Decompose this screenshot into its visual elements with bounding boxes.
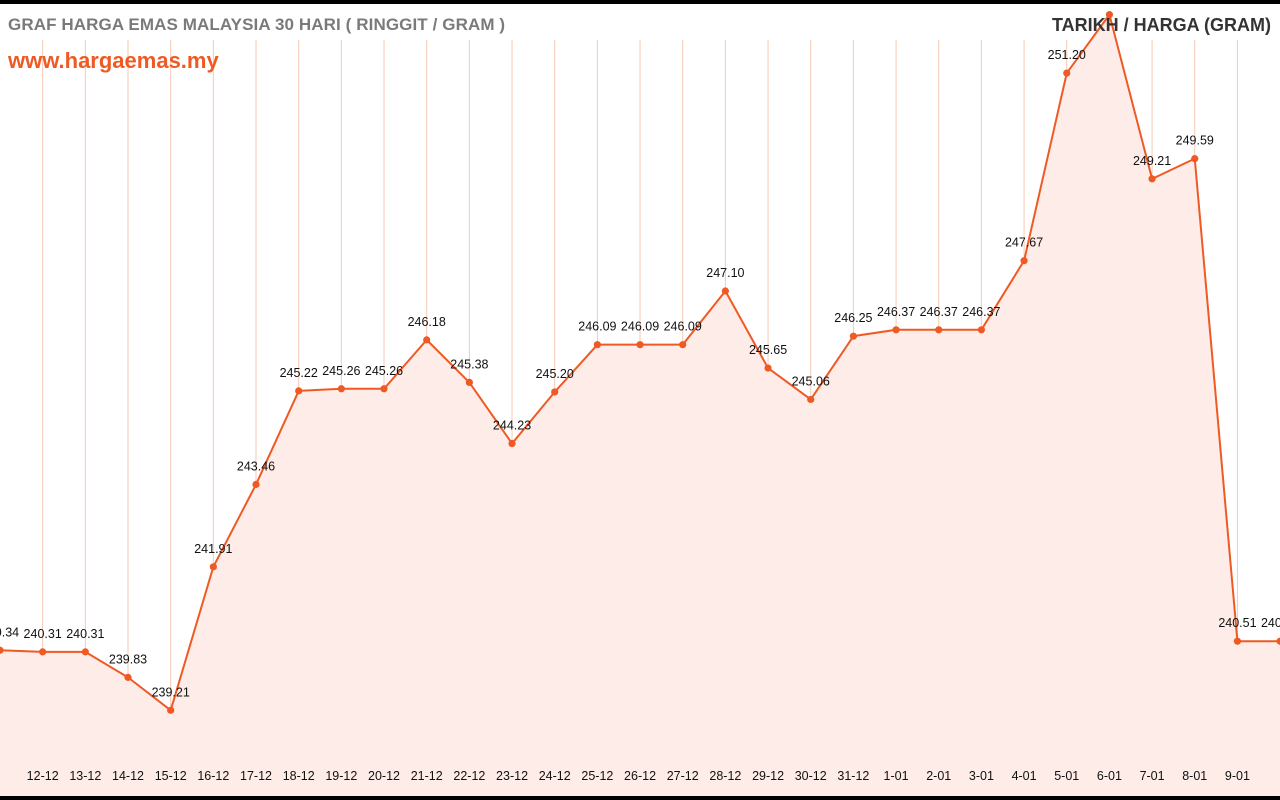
- x-tick-label-1-01: 1-01: [884, 769, 909, 783]
- x-tick-label-18-12: 18-12: [283, 769, 315, 783]
- data-point-9-01[interactable]: [1233, 637, 1242, 645]
- data-point-5-01[interactable]: [1063, 69, 1071, 77]
- data-point-28-12[interactable]: [721, 287, 729, 295]
- value-label-28-12: 247.10: [706, 266, 744, 280]
- value-label-22-12: 245.38: [450, 357, 488, 371]
- value-label-13-12: 240.31: [66, 627, 104, 641]
- data-point-26-12[interactable]: [636, 341, 644, 349]
- data-point-29-12[interactable]: [764, 364, 772, 372]
- data-point-21-12[interactable]: [423, 336, 431, 344]
- x-tick-label-21-12: 21-12: [411, 769, 443, 783]
- data-point-23-12[interactable]: [508, 439, 516, 448]
- x-tick-label-23-12: 23-12: [496, 769, 528, 783]
- data-point-6-01[interactable]: [1105, 11, 1114, 19]
- value-label-14-12: 239.83: [109, 652, 147, 666]
- value-label-1-01: 246.37: [877, 305, 915, 319]
- x-tick-label-14-12: 14-12: [112, 769, 144, 783]
- x-tick-label-24-12: 24-12: [539, 769, 571, 783]
- value-label-8-01: 249.59: [1176, 134, 1214, 148]
- x-tick-label-9-01: 9-01: [1225, 769, 1250, 783]
- data-point-11-12[interactable]: [0, 646, 4, 654]
- data-point-14-12[interactable]: [124, 673, 132, 681]
- x-tick-label-22-12: 22-12: [453, 769, 485, 783]
- data-point-15-12[interactable]: [167, 706, 175, 714]
- value-label-20-12: 245.26: [365, 364, 403, 378]
- value-label-26-12: 246.09: [621, 320, 659, 334]
- legend-label: TARIKH / HARGA (GRAM): [1052, 15, 1271, 35]
- value-label-25-12: 246.09: [578, 320, 616, 334]
- x-tick-label-16-12: 16-12: [197, 769, 229, 783]
- data-point-12-12[interactable]: [39, 648, 47, 656]
- x-tick-label-7-01: 7-01: [1140, 769, 1165, 783]
- data-point-24-12[interactable]: [551, 388, 559, 396]
- x-tick-label-19-12: 19-12: [325, 769, 357, 783]
- data-point-13-12[interactable]: [81, 648, 89, 656]
- data-point-16-12[interactable]: [209, 563, 217, 571]
- value-label-12-12: 240.31: [24, 627, 62, 641]
- x-axis-tick-labels: 12-12 13-12 14-12 15-12 16-12 17-12 18-12 19-12…: [27, 769, 1250, 783]
- x-tick-label-29-12: 29-12: [752, 769, 784, 783]
- data-point-30-12[interactable]: [807, 395, 815, 404]
- value-label-23-12: 244.23: [493, 419, 531, 433]
- value-label-31-12: 246.25: [834, 311, 872, 325]
- data-points: [0, 11, 1280, 714]
- value-label-5-01: 251.20: [1048, 48, 1086, 62]
- data-point-7-01[interactable]: [1148, 175, 1156, 183]
- data-point-4-01[interactable]: [1020, 257, 1028, 265]
- value-label-2-01: 246.37: [920, 305, 958, 319]
- x-tick-label-4-01: 4-01: [1012, 769, 1037, 783]
- x-tick-label-5-01: 5-01: [1054, 769, 1079, 783]
- value-label-9-01: 240.51: [1218, 616, 1256, 630]
- x-tick-label-3-01: 3-01: [969, 769, 994, 783]
- x-tick-label-17-12: 17-12: [240, 769, 272, 783]
- value-label-17-12: 243.46: [237, 459, 275, 473]
- data-point-18-12[interactable]: [295, 387, 303, 395]
- price-area-fill: [0, 14, 1280, 796]
- value-label-7-01: 249.21: [1133, 154, 1171, 168]
- value-label-24-12: 245.20: [536, 367, 574, 381]
- data-point-1-01[interactable]: [892, 326, 900, 334]
- value-label-11-12: 240.34: [0, 625, 19, 639]
- value-label-19-12: 245.26: [322, 364, 360, 378]
- value-label-16-12: 241.91: [194, 542, 232, 556]
- value-label-27-12: 246.09: [664, 320, 702, 334]
- x-tick-label-13-12: 13-12: [69, 769, 101, 783]
- x-tick-label-15-12: 15-12: [155, 769, 187, 783]
- value-label-21-12: 246.18: [408, 315, 446, 329]
- chart-title: GRAF HARGA EMAS MALAYSIA 30 HARI ( RINGG…: [8, 15, 506, 34]
- x-tick-label-28-12: 28-12: [709, 769, 741, 783]
- site-url[interactable]: www.hargaemas.my: [8, 48, 219, 73]
- x-tick-label-26-12: 26-12: [624, 769, 656, 783]
- data-point-22-12[interactable]: [465, 378, 473, 387]
- gold-price-chart: 240.34 240.31 240.31 239.83 239.21 241.91 243.…: [0, 11, 1280, 796]
- data-point-17-12[interactable]: [252, 480, 260, 489]
- x-tick-label-6-01: 6-01: [1097, 769, 1122, 783]
- value-label-10-01: 240.51: [1261, 616, 1280, 630]
- data-point-8-01[interactable]: [1191, 155, 1199, 163]
- value-label-4-01: 247.67: [1005, 236, 1043, 250]
- x-tick-label-30-12: 30-12: [795, 769, 827, 783]
- x-tick-label-2-01: 2-01: [926, 769, 951, 783]
- data-point-31-12[interactable]: [849, 332, 858, 340]
- x-tick-label-20-12: 20-12: [368, 769, 400, 783]
- value-label-3-01: 246.37: [962, 305, 1000, 319]
- x-tick-label-31-12: 31-12: [837, 769, 869, 783]
- value-labels: 240.34 240.31 240.31 239.83 239.21 241.91 243.…: [0, 48, 1280, 699]
- x-tick-label-12-12: 12-12: [27, 769, 59, 783]
- data-point-20-12[interactable]: [380, 385, 388, 393]
- x-tick-label-8-01: 8-01: [1182, 769, 1207, 783]
- value-label-29-12: 245.65: [749, 343, 787, 357]
- data-point-19-12[interactable]: [337, 385, 345, 393]
- data-point-27-12[interactable]: [679, 341, 687, 349]
- x-tick-label-27-12: 27-12: [667, 769, 699, 783]
- data-point-25-12[interactable]: [593, 341, 601, 349]
- data-point-3-01[interactable]: [977, 326, 986, 334]
- x-tick-label-25-12: 25-12: [581, 769, 613, 783]
- data-point-2-01[interactable]: [935, 326, 943, 334]
- value-label-18-12: 245.22: [280, 366, 318, 380]
- value-label-15-12: 239.21: [152, 685, 190, 699]
- value-label-30-12: 245.06: [792, 374, 830, 388]
- chart-frame: 240.34 240.31 240.31 239.83 239.21 241.91 243.…: [0, 4, 1280, 796]
- data-point-10-01[interactable]: [1276, 637, 1280, 645]
